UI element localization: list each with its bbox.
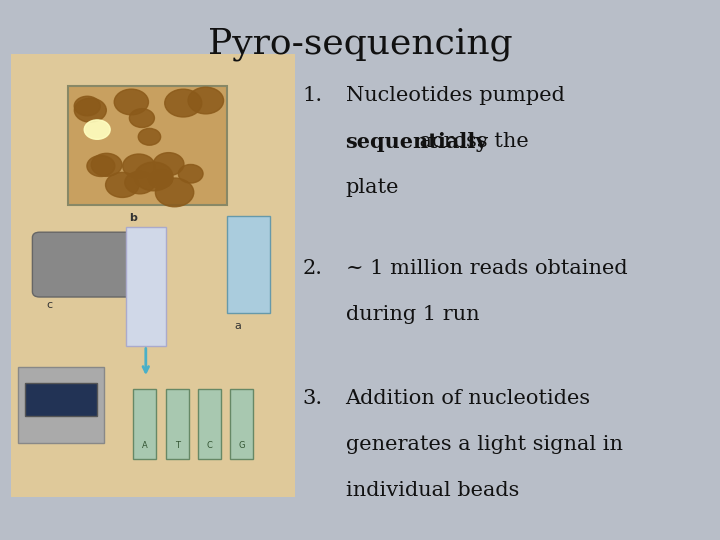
Circle shape [114,89,148,115]
Text: G: G [238,441,246,450]
Circle shape [125,171,155,194]
Circle shape [130,109,154,127]
Circle shape [135,162,173,191]
Circle shape [188,87,224,114]
Text: during 1 run: during 1 run [346,305,480,324]
Circle shape [150,170,173,186]
FancyBboxPatch shape [32,232,133,297]
Circle shape [106,172,139,198]
Text: c: c [47,300,53,310]
Bar [68,86,227,205]
Text: generates a light signal in: generates a light signal in [346,435,623,454]
Bar [11,54,295,497]
Circle shape [84,120,110,139]
Bar [25,383,97,416]
Text: plate: plate [346,178,399,197]
Bar [126,227,166,346]
Text: Nucleotides pumped: Nucleotides pumped [346,86,564,105]
Circle shape [87,156,115,177]
Circle shape [74,98,107,122]
Text: Pyro-sequencing: Pyro-sequencing [207,27,513,61]
Circle shape [153,153,184,176]
Circle shape [179,165,203,183]
Text: a: a [234,321,241,332]
Bar [133,389,156,459]
Circle shape [91,153,122,177]
Bar [230,389,253,459]
Text: A: A [142,441,148,450]
Bar [166,389,189,459]
Text: C: C [207,441,212,450]
Bar [18,367,104,443]
Text: Addition of nucleotides: Addition of nucleotides [346,389,590,408]
Text: T: T [175,441,179,450]
Bar [198,389,221,459]
Circle shape [138,129,161,145]
Text: 3.: 3. [302,389,323,408]
Circle shape [148,170,173,188]
Circle shape [156,178,194,207]
Circle shape [74,96,100,116]
Circle shape [165,89,202,117]
Circle shape [122,154,155,178]
Text: 1.: 1. [302,86,323,105]
Text: 2.: 2. [302,259,323,278]
Text: sequentially: sequentially [346,132,488,152]
Text: b: b [130,213,138,224]
Bar [227,216,270,313]
Text: individual beads: individual beads [346,481,519,500]
Text: ~ 1 million reads obtained: ~ 1 million reads obtained [346,259,627,278]
Text: across the: across the [413,132,528,151]
